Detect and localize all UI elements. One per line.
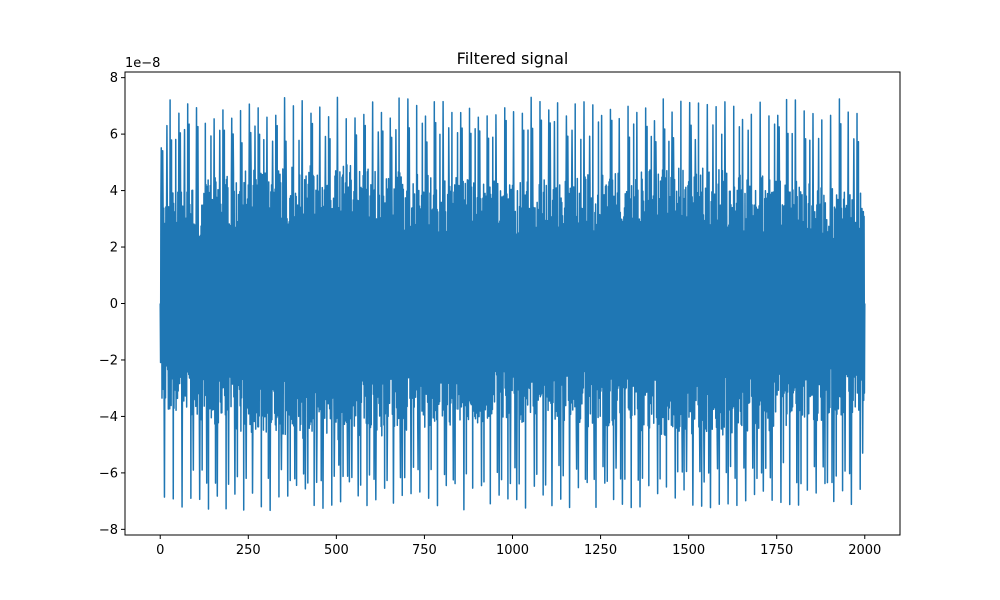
y-tick-label: 0 [110,297,118,312]
y-tick-label: −2 [99,353,118,368]
y-tick-label: 4 [110,184,118,199]
y-tick-label: −6 [99,466,118,481]
y-offset-label: 1e−8 [125,56,160,71]
y-tick-label: 8 [110,71,118,86]
x-tick-label: 1000 [496,543,529,558]
y-tick-label: 6 [110,128,118,143]
y-tick-label: −4 [99,410,118,425]
x-tick-label: 1750 [760,543,793,558]
y-axis: −8 −6 −4 −2 0 2 4 6 8 [99,71,125,538]
x-tick-label: 0 [156,543,164,558]
x-tick-label: 500 [324,543,349,558]
x-tick-label: 1250 [584,543,617,558]
x-tick-label: 250 [236,543,261,558]
x-tick-label: 750 [412,543,437,558]
x-tick-label: 1500 [672,543,705,558]
signal-series-line [159,96,866,512]
chart-title: Filtered signal [457,49,569,68]
x-axis: 0 250 500 750 1000 1250 1500 1750 2000 [156,535,881,558]
x-tick-label: 2000 [848,543,881,558]
plot-layer [159,96,866,512]
y-tick-label: −8 [99,523,118,538]
y-tick-label: 2 [110,241,118,256]
